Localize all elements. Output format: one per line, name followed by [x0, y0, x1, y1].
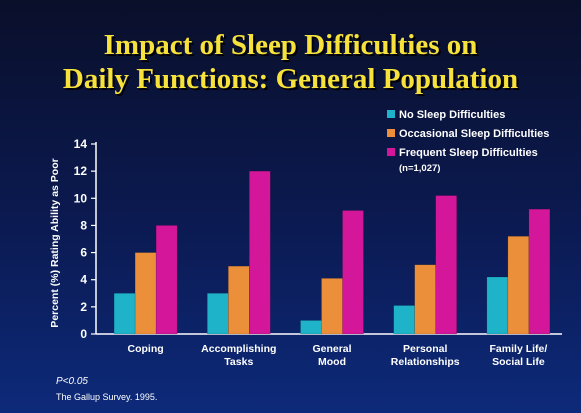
bar [155, 225, 178, 335]
legend-swatch [387, 148, 395, 156]
x-category-label: Tasks [224, 356, 253, 368]
x-category-label: Accomplishing [201, 343, 276, 355]
y-tick-label: 2 [80, 300, 87, 314]
x-category-label: Social Life [492, 356, 545, 368]
x-category-label: Coping [128, 343, 164, 355]
legend-note: (n=1,027) [399, 163, 440, 174]
bar [414, 264, 436, 335]
bar [507, 236, 530, 335]
bar [528, 208, 551, 335]
legend-label: No Sleep Difficulties [399, 109, 505, 121]
bar [249, 170, 271, 335]
bar [300, 320, 322, 335]
bar [321, 278, 343, 335]
x-category-label: Personal [403, 343, 447, 355]
y-tick-label: 14 [74, 137, 88, 151]
x-category-label: Relationships [391, 356, 460, 368]
legend-label: Occasional Sleep Difficulties [399, 128, 549, 140]
legend-label: Frequent Sleep Difficulties [399, 147, 538, 159]
p-value-note: P<0.05 [56, 376, 88, 387]
y-tick-label: 0 [80, 327, 87, 341]
y-tick-label: 12 [74, 164, 88, 178]
y-tick-label: 10 [74, 191, 88, 205]
bar [486, 276, 509, 335]
slide-title-line-2: Daily Functions: General Population [62, 63, 519, 95]
legend-swatch [387, 110, 395, 118]
legend-swatch [387, 129, 395, 137]
x-category-label: Family Life/ [490, 343, 548, 355]
bar [393, 305, 415, 335]
bar [228, 265, 250, 335]
bar [342, 210, 364, 335]
bar [134, 252, 157, 335]
source-note: The Gallup Survey. 1995. [56, 392, 158, 402]
y-axis-title: Percent (%) Rating Ability as Poor [49, 158, 61, 327]
y-tick-label: 8 [80, 218, 87, 232]
bar [435, 195, 457, 335]
y-tick-label: 6 [80, 246, 87, 260]
y-tick-label: 4 [80, 273, 87, 287]
x-category-label: General [312, 343, 351, 355]
x-category-label: Mood [318, 356, 346, 368]
bar [207, 293, 229, 335]
slide-title-line-1: Impact of Sleep Difficulties on [103, 29, 478, 61]
bar [113, 293, 136, 335]
